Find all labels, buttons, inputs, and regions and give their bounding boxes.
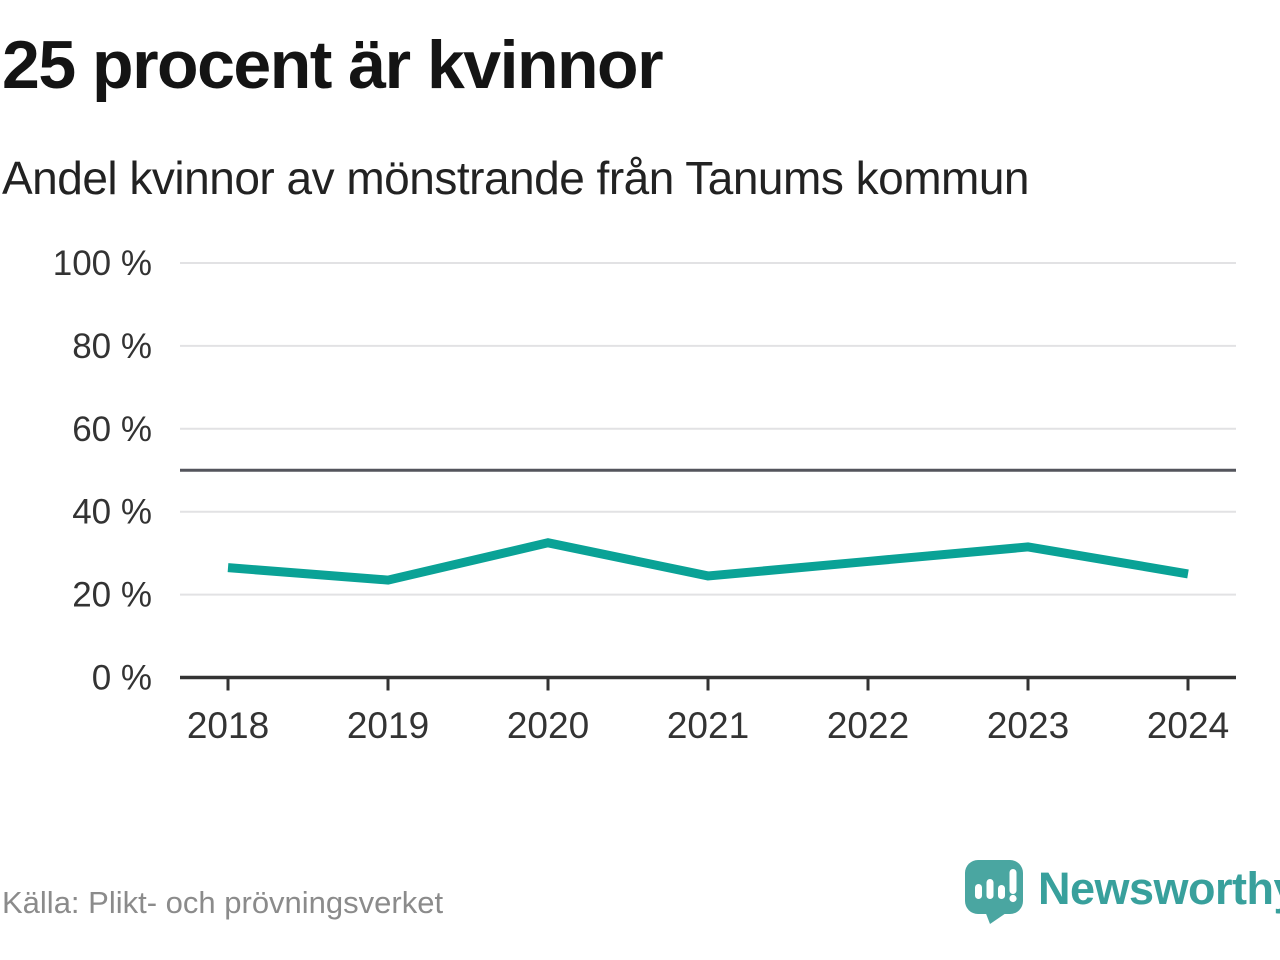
y-axis-tick-label-100: 100 %: [53, 244, 152, 283]
y-axis-tick-label-60: 60 %: [72, 410, 152, 449]
x-axis-tick-label-2018: 2018: [187, 705, 269, 746]
logo-bar-3: [998, 885, 1005, 899]
logo-exclamation-dot: [1009, 894, 1017, 903]
x-axis-tick-label-2024: 2024: [1147, 705, 1229, 746]
source-note: Källa: Plikt- och prövningsverket: [2, 885, 444, 920]
x-axis-tick-label-2023: 2023: [987, 705, 1069, 746]
chart-subtitle: Andel kvinnor av mönstrande från Tanums …: [2, 152, 1030, 204]
logo-bar-2: [986, 879, 994, 899]
chart-title: 25 procent är kvinnor: [2, 27, 664, 103]
data-line-andel-kvinnor: [227, 538, 1189, 585]
x-axis-tick-label-2022: 2022: [827, 705, 909, 746]
brand-name: Newsworthy: [1038, 863, 1280, 914]
y-axis-tick-label-0: 0 %: [92, 659, 152, 698]
x-axis-tick-label-2019: 2019: [347, 705, 429, 746]
newsworthy-brand: Newsworthy: [963, 858, 1280, 926]
x-axis-tick-label-2020: 2020: [507, 705, 589, 746]
y-axis-tick-label-80: 80 %: [72, 327, 152, 366]
newsworthy-logo-icon: [965, 860, 1023, 924]
logo-bubble-tail: [985, 911, 1009, 924]
y-axis-tick-label-20: 20 %: [72, 576, 152, 615]
logo-bubble: [965, 860, 1023, 914]
y-axis-tick-label-40: 40 %: [72, 493, 152, 532]
x-axis-tick-label-2021: 2021: [667, 705, 749, 746]
logo-bar-1: [975, 884, 982, 899]
logo-exclamation-bar: [1009, 869, 1017, 894]
